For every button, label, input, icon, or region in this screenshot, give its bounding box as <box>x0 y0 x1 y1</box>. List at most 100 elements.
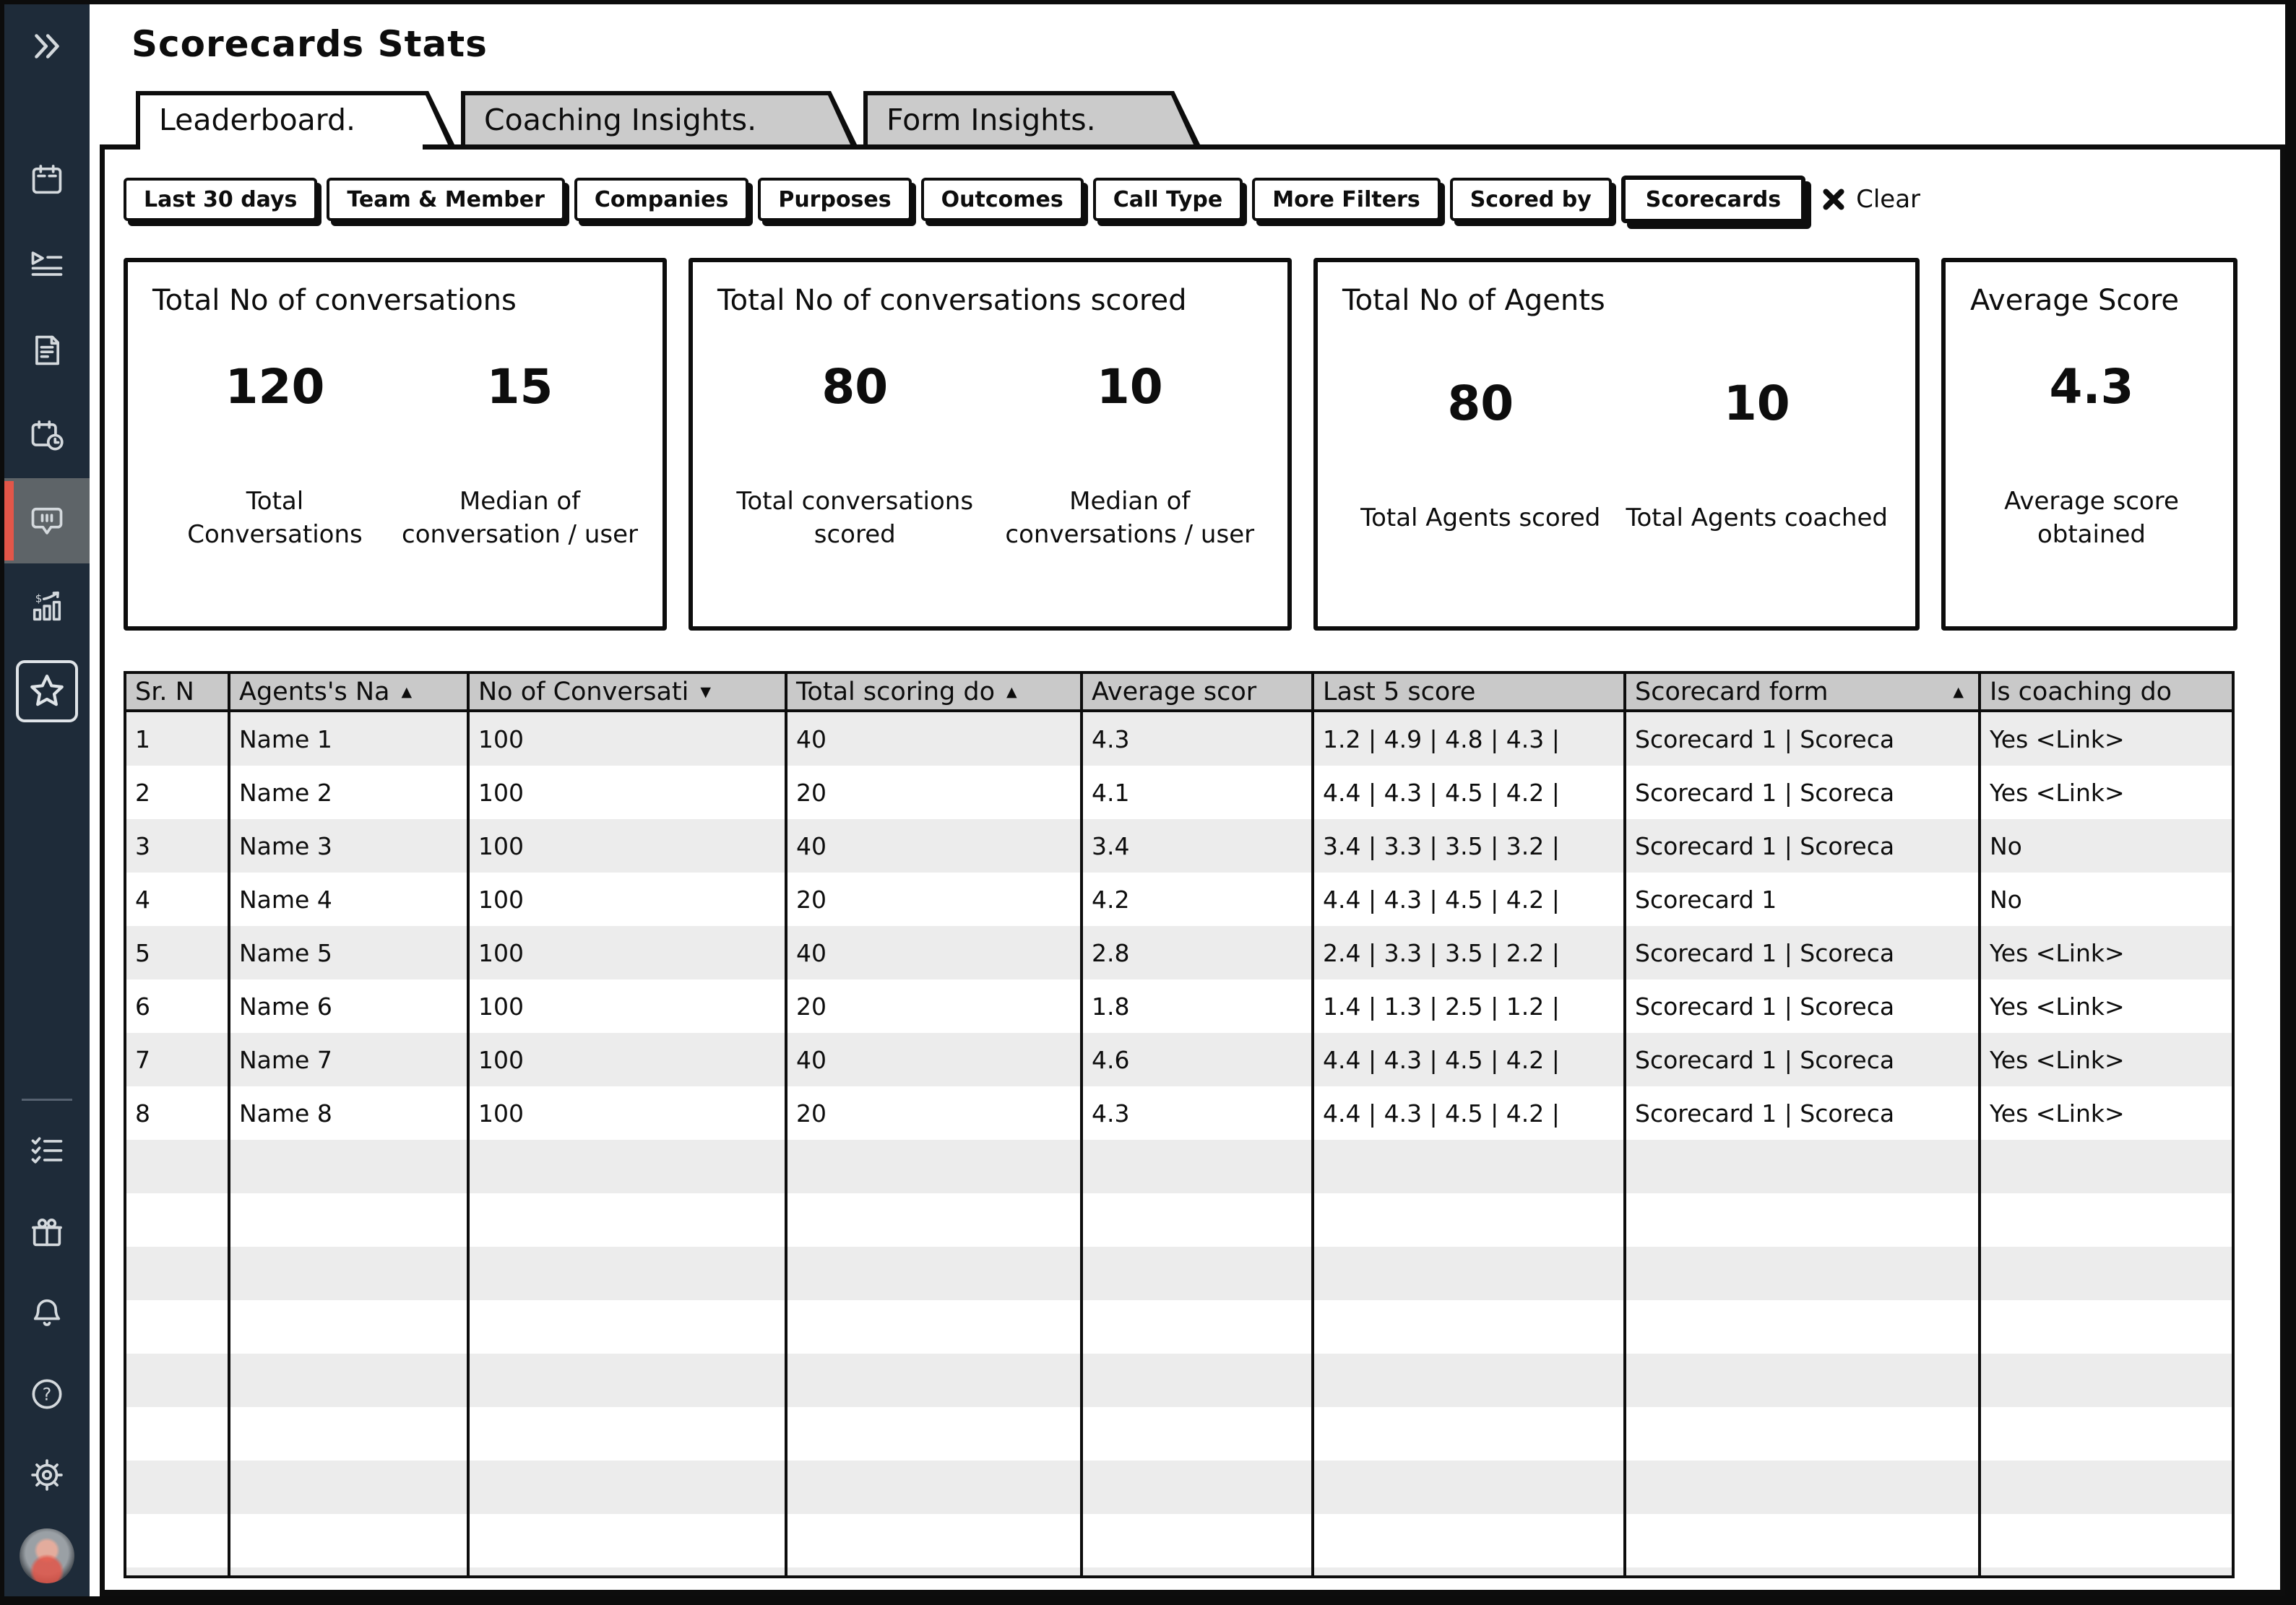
stat-value: 80 <box>1447 375 1514 431</box>
filter-button-scored-by[interactable]: Scored by <box>1449 178 1612 221</box>
table-cell: Name 2 <box>230 766 470 819</box>
table-cell <box>787 1300 1083 1354</box>
table-cell: 1 <box>126 712 230 766</box>
table-cell <box>470 1300 787 1354</box>
table-cell <box>1981 1247 2232 1300</box>
sidebar: $ <box>4 4 90 1596</box>
table-cell <box>1626 1140 1981 1193</box>
column-header-average-scor[interactable]: Average scor <box>1083 674 1314 712</box>
table-row: 8 Name 8 100 20 4.3 4.4 | 4.3 | 4.5 | 4.2 | Sc… <box>126 1086 2232 1140</box>
sidebar-item-playlist[interactable] <box>4 222 90 308</box>
column-header-agents-s-na[interactable]: Agents's Na ▲ <box>230 674 470 712</box>
table-cell <box>1626 1514 1981 1567</box>
column-label: Total scoring do <box>796 677 996 706</box>
card-stats: 80 Total Agents scored 10 Total Agents coac… <box>1342 321 1895 607</box>
table-cell <box>1981 1567 2232 1575</box>
tab-coaching-insights[interactable]: Coaching Insights. <box>461 91 857 144</box>
column-header-last-5-score[interactable]: Last 5 score <box>1314 674 1626 712</box>
table-cell <box>126 1354 230 1407</box>
sidebar-item-documents[interactable] <box>4 308 90 393</box>
sidebar-item-schedule[interactable] <box>4 393 90 478</box>
column-header-scorecard-form[interactable]: Scorecard form ▲ <box>1626 674 1981 712</box>
table-cell: Name 3 <box>230 819 470 873</box>
table-row: 6 Name 6 100 20 1.8 1.4 | 1.3 | 2.5 | 1.2 | Sc… <box>126 979 2232 1033</box>
sidebar-item-help[interactable]: ? <box>4 1354 90 1435</box>
sidebar-item-profile[interactable] <box>4 1515 90 1596</box>
sidebar-item-rewards[interactable] <box>4 1192 90 1273</box>
table-cell <box>1626 1354 1981 1407</box>
filter-button-outcomes[interactable]: Outcomes <box>920 178 1084 221</box>
table-row-empty <box>126 1567 2232 1575</box>
filter-button-team-member[interactable]: Team & Member <box>327 178 565 221</box>
table-cell: 100 <box>470 1033 787 1086</box>
stat-value: 15 <box>486 358 553 415</box>
table-cell: No <box>1981 819 2232 873</box>
table-cell <box>126 1514 230 1567</box>
coaching-link[interactable]: Yes <Link> <box>1981 1033 2232 1086</box>
filter-row: Last 30 days Team & Member Companies Purpos… <box>124 176 2241 223</box>
table-row-empty <box>126 1354 2232 1407</box>
sidebar-item-notifications[interactable] <box>4 1273 90 1354</box>
table-cell: Scorecard 1 | Scoreca <box>1626 926 1981 979</box>
table-header-row: Sr. N Agents's Na ▲ No of Conversati ▼ Total … <box>126 674 2232 712</box>
card-title: Total No of conversations <box>152 284 517 317</box>
calendar-clock-icon <box>31 420 64 451</box>
column-label: No of Conversati <box>478 677 689 706</box>
column-header-is-coaching-do[interactable]: Is coaching do <box>1981 674 2232 712</box>
table-row: 2 Name 2 100 20 4.1 4.4 | 4.3 | 4.5 | 4.2 | Sc… <box>126 766 2232 819</box>
coaching-link[interactable]: Yes <Link> <box>1990 992 2125 1021</box>
filter-button-companies[interactable]: Companies <box>574 178 749 221</box>
tab-leaderboard[interactable]: Leaderboard. <box>136 91 454 152</box>
gear-icon <box>31 1459 63 1491</box>
card-title: Total No of Agents <box>1342 284 1605 317</box>
filter-button-call-type[interactable]: Call Type <box>1092 178 1243 221</box>
table-cell <box>230 1407 470 1461</box>
column-label: Sr. N <box>135 677 194 706</box>
column-header-total-scoring-do[interactable]: Total scoring do ▲ <box>787 674 1083 712</box>
sidebar-item-tasks[interactable] <box>4 1111 90 1192</box>
table-cell <box>1083 1193 1314 1247</box>
table-cell <box>470 1193 787 1247</box>
chevrons-right-icon <box>35 34 59 59</box>
column-header-sr-n[interactable]: Sr. N <box>126 674 230 712</box>
sidebar-item-conversations[interactable] <box>4 478 90 563</box>
filter-button-purposes[interactable]: Purposes <box>758 178 912 221</box>
table-cell: 100 <box>470 926 787 979</box>
table-cell: 20 <box>787 766 1083 819</box>
table-cell: 20 <box>787 979 1083 1033</box>
table-row: 5 Name 5 100 40 2.8 2.4 | 3.3 | 3.5 | 2.2 | Sc… <box>126 926 2232 979</box>
table-cell <box>787 1461 1083 1514</box>
stat-label: Total Conversations <box>187 486 363 549</box>
coaching-link[interactable]: Yes <Link> <box>1981 712 2232 766</box>
table-cell: 20 <box>787 873 1083 926</box>
column-header-no-of-conversati[interactable]: No of Conversati ▼ <box>470 674 787 712</box>
table-cell: 4.4 | 4.3 | 4.5 | 4.2 | <box>1314 1086 1626 1140</box>
coaching-link[interactable]: Yes <Link> <box>1990 778 2125 807</box>
table-cell <box>1626 1567 1981 1575</box>
table-row-empty <box>126 1514 2232 1567</box>
table-cell: Scorecard 1 | Scoreca <box>1626 712 1981 766</box>
sidebar-expand-button[interactable] <box>4 10 90 82</box>
table-row: 7 Name 7 100 40 4.6 4.4 | 4.3 | 4.5 | 4.2 | Sc… <box>126 1033 2232 1086</box>
table-cell: 3.4 | 3.3 | 3.5 | 3.2 | <box>1314 819 1626 873</box>
sidebar-item-scorecards[interactable] <box>4 649 90 734</box>
table-cell: 7 <box>126 1033 230 1086</box>
sidebar-item-calendar[interactable] <box>4 137 90 222</box>
sidebar-item-revenue-analytics[interactable]: $ <box>4 563 90 649</box>
table-cell: Scorecard 1 | Scoreca <box>1626 819 1981 873</box>
filter-button-last-30-days[interactable]: Last 30 days <box>124 178 318 221</box>
column-label: Last 5 score <box>1323 677 1476 706</box>
sidebar-item-settings[interactable] <box>4 1435 90 1515</box>
table-cell: Scorecard 1 <box>1626 873 1981 926</box>
sort-asc-icon: ▲ <box>1953 683 1964 700</box>
filter-button-scorecards[interactable]: Scorecards <box>1620 176 1806 223</box>
clear-filters-button[interactable]: Clear <box>1821 185 1920 214</box>
coaching-link[interactable]: Yes <Link> <box>1990 1099 2125 1128</box>
table-cell <box>787 1354 1083 1407</box>
column-label: Average scor <box>1092 677 1257 706</box>
tab-form-insights[interactable]: Form Insights. <box>863 91 1200 144</box>
coaching-link[interactable]: Yes <Link> <box>1981 926 2232 979</box>
filter-button-more-filters[interactable]: More Filters <box>1252 178 1441 221</box>
table-cell <box>1083 1514 1314 1567</box>
table-cell: 40 <box>787 1033 1083 1086</box>
